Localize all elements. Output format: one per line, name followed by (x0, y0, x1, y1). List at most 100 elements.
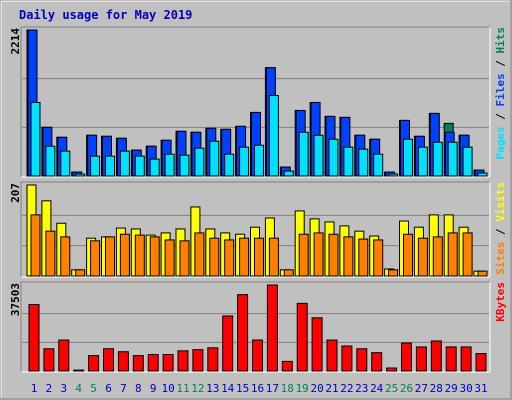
bar (462, 146, 473, 177)
x-tick-label: 29 (445, 382, 458, 395)
bar (103, 348, 114, 372)
bar (75, 173, 86, 177)
bar (164, 153, 175, 177)
bar (283, 170, 294, 177)
bar (252, 339, 263, 372)
legend: Pages / Files / Hits (494, 27, 507, 160)
x-tick-label: 21 (325, 382, 338, 395)
legend-entry: Files (494, 73, 507, 106)
legend: Sites / Visits (494, 182, 507, 275)
bar (119, 233, 130, 277)
x-tick-label: 19 (296, 382, 309, 395)
bar (313, 232, 324, 277)
bar (90, 155, 101, 177)
bar (401, 342, 412, 372)
bar (343, 236, 354, 277)
bar (341, 345, 353, 372)
x-tick-label: 6 (105, 382, 112, 395)
bar (162, 353, 174, 372)
bar (179, 240, 190, 277)
bar (447, 141, 458, 177)
bar (58, 339, 70, 372)
y-tick-label: 2214 (9, 28, 22, 55)
bar (134, 234, 145, 277)
bar (237, 294, 249, 372)
x-tick-label: 18 (281, 382, 294, 395)
bar (328, 138, 339, 177)
legend-entry: Hits (494, 27, 507, 54)
bar (209, 140, 220, 177)
x-tick-label: 13 (206, 382, 219, 395)
x-tick-label: 27 (415, 382, 428, 395)
bar (117, 351, 129, 372)
x-tick-label: 30 (459, 382, 472, 395)
bar (373, 239, 384, 277)
bar (460, 346, 472, 372)
bar (132, 355, 144, 372)
legend-separator: / (494, 107, 507, 127)
bar (164, 239, 175, 277)
legend: KBytes (494, 282, 507, 322)
bar (179, 154, 190, 177)
bar (209, 237, 220, 277)
bar (239, 146, 250, 177)
legend-separator: / (494, 54, 507, 74)
bar (30, 101, 41, 177)
x-tick-label: 10 (161, 382, 174, 395)
x-tick-label: 4 (75, 382, 82, 395)
bar (119, 150, 130, 177)
bar (30, 214, 41, 277)
bar (73, 369, 85, 372)
x-tick-label: 24 (370, 382, 384, 395)
bar (207, 347, 219, 372)
bar (326, 339, 338, 372)
bar (445, 346, 457, 372)
bar (90, 240, 101, 277)
bar (283, 269, 294, 277)
x-tick-label: 8 (135, 382, 142, 395)
bar (134, 155, 145, 177)
bar (194, 147, 205, 177)
bar (28, 303, 40, 372)
bar (239, 237, 250, 277)
x-tick-label: 9 (150, 382, 157, 395)
bar (311, 317, 323, 372)
bar (192, 349, 204, 372)
bar (268, 237, 279, 277)
y-tick-label: 207 (9, 183, 22, 203)
x-tick-label: 2 (46, 382, 53, 395)
bar (88, 355, 100, 372)
bar (343, 146, 354, 177)
x-tick-label: 17 (266, 382, 279, 395)
bar (266, 284, 278, 372)
y-tick-label: 37503 (9, 283, 22, 316)
bar (60, 236, 71, 277)
x-tick-label: 23 (355, 382, 368, 395)
bar (222, 315, 234, 372)
bar (432, 236, 443, 277)
x-tick-label: 15 (236, 382, 249, 395)
bar (254, 237, 264, 277)
bar (45, 230, 56, 277)
bar (388, 173, 399, 177)
bar (447, 232, 458, 277)
bar (462, 232, 473, 277)
x-tick-label: 11 (176, 382, 189, 395)
bar (432, 141, 443, 177)
bar (373, 153, 384, 177)
chart-title: Daily usage for May 2019 (19, 8, 192, 22)
bar (477, 172, 488, 177)
bar (371, 352, 383, 372)
bar (417, 146, 428, 177)
x-tick-label: 5 (90, 382, 97, 395)
bar (403, 138, 413, 177)
bar (45, 145, 56, 177)
bar (194, 232, 205, 277)
bar (254, 144, 264, 177)
x-tick-label: 14 (221, 382, 235, 395)
bar (298, 131, 309, 177)
bar (149, 236, 160, 277)
bar (43, 348, 55, 372)
bar (60, 150, 71, 177)
